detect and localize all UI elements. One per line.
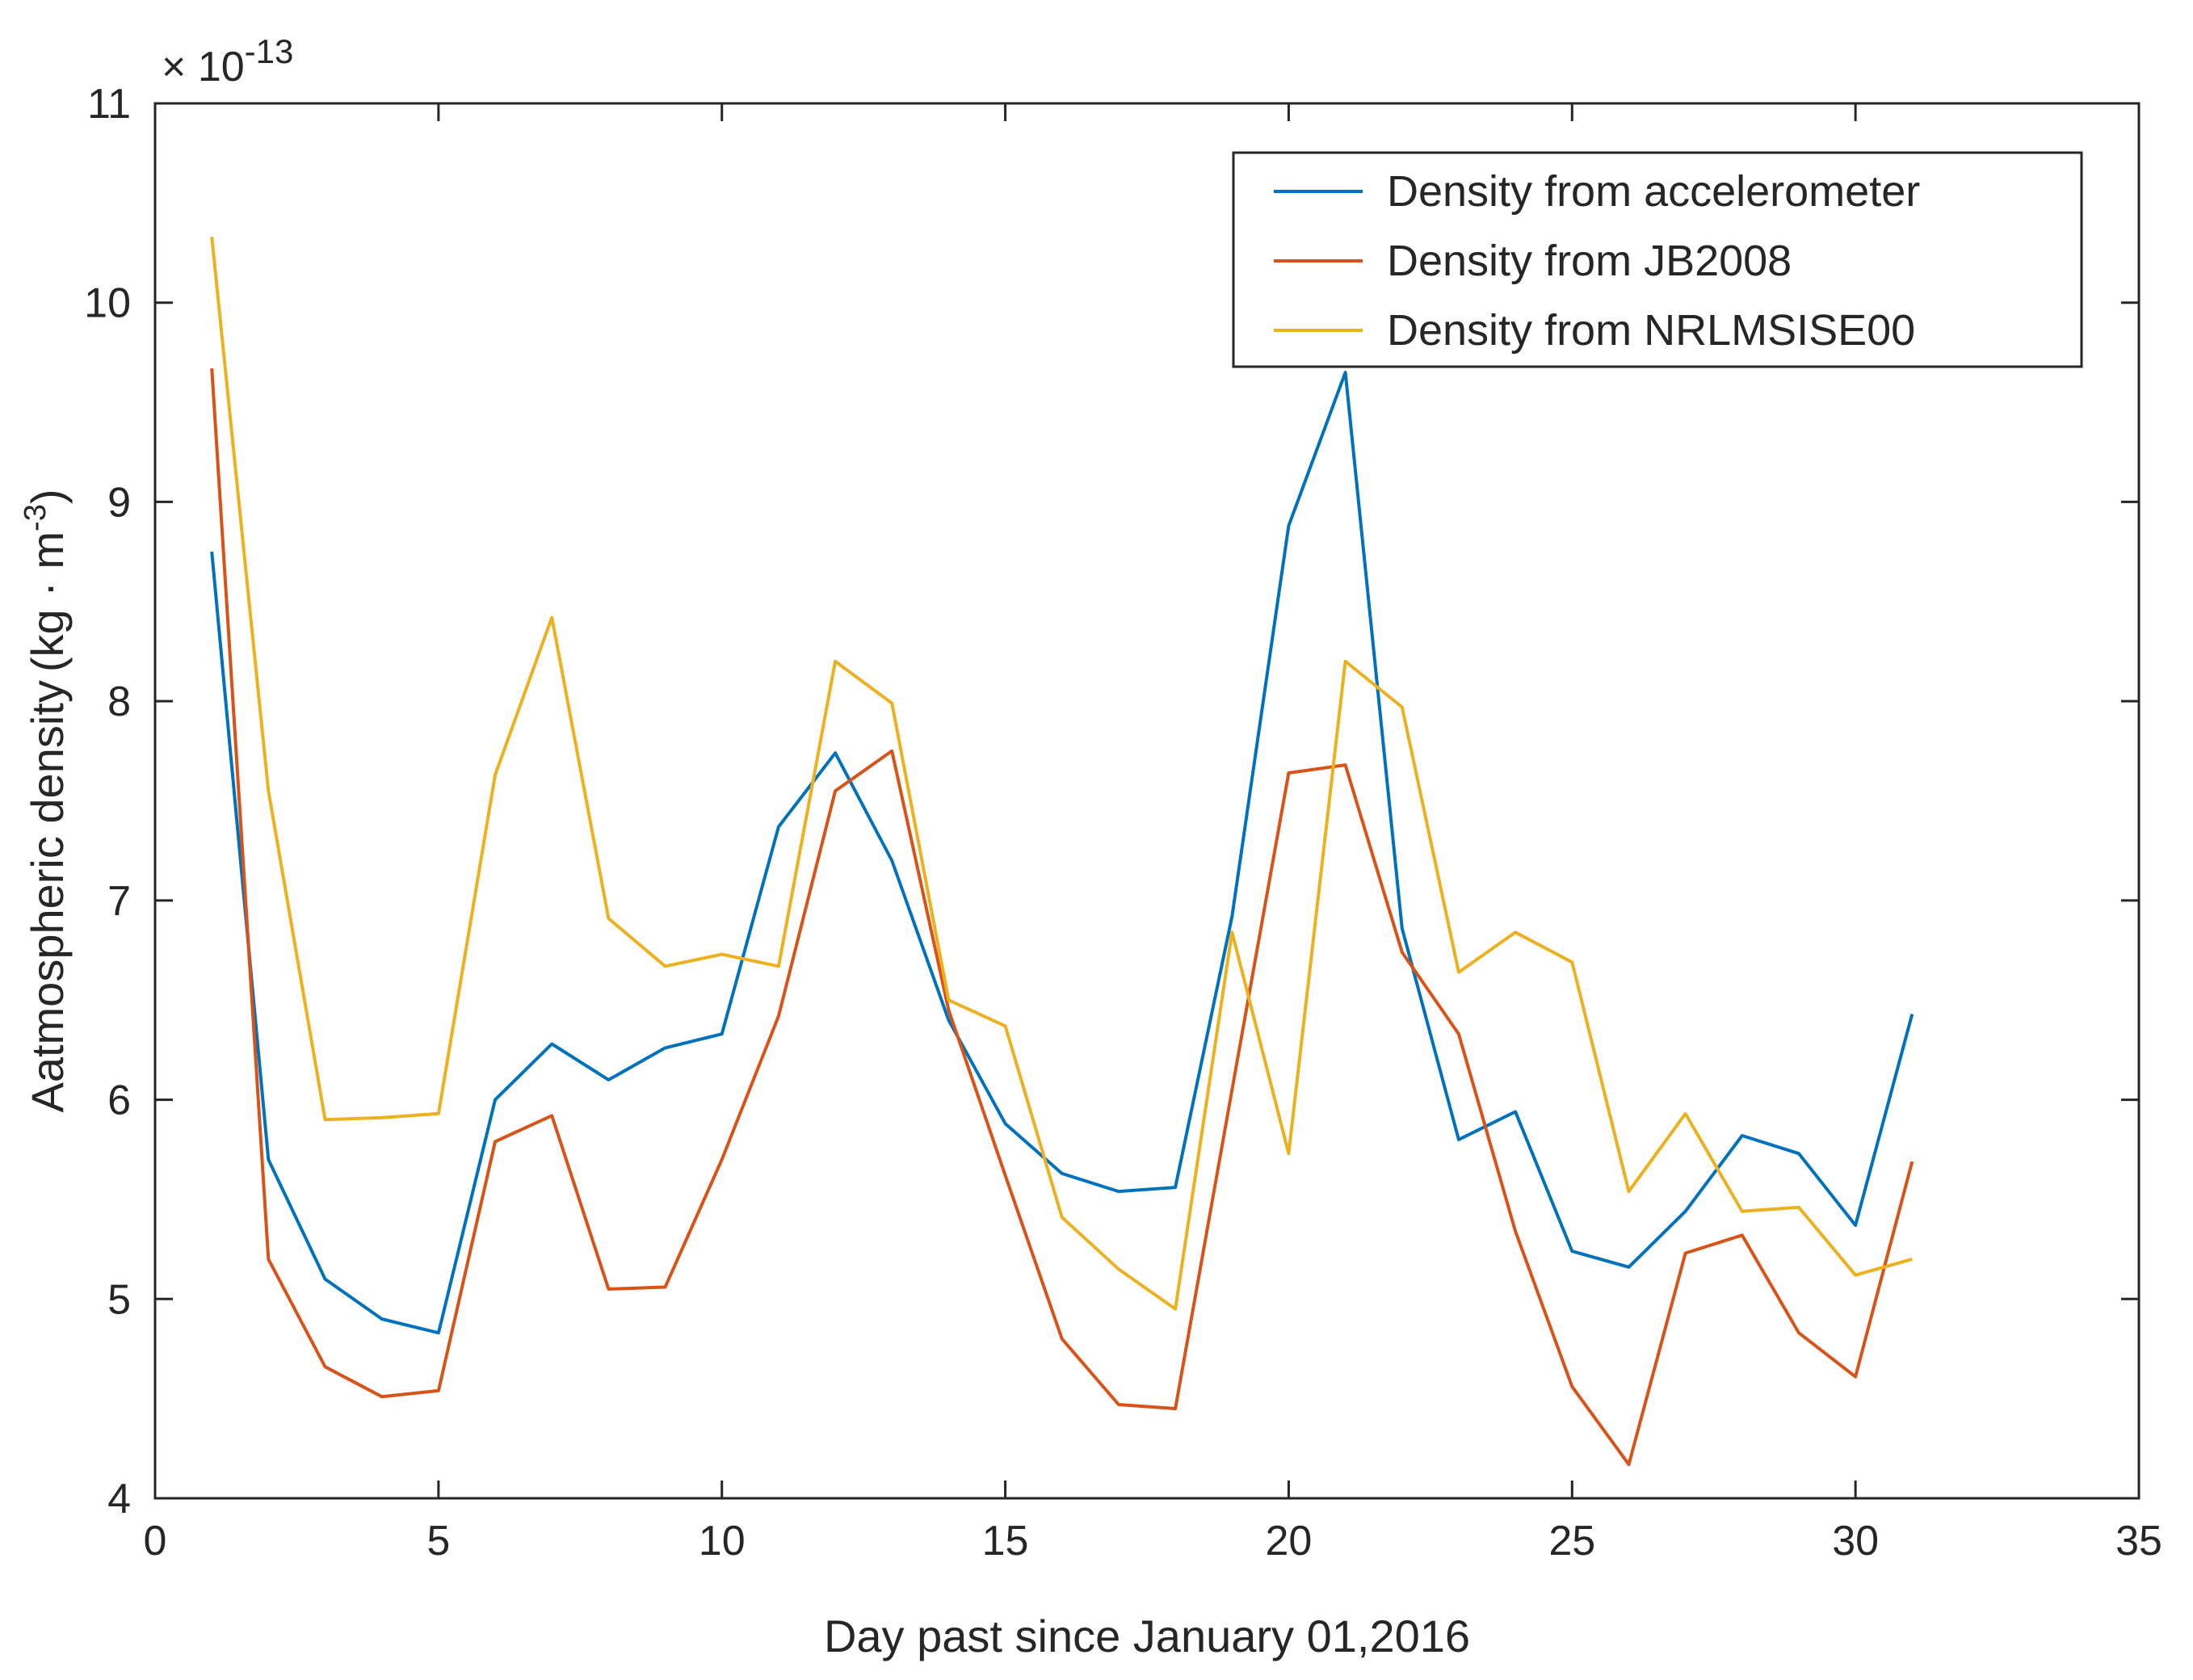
series-line-3 [210,237,1913,1311]
y-tick-label: 10 [84,280,131,327]
y-scale-exponent: × 10-13 [162,32,293,90]
y-axis-unit-close: ) [22,489,73,504]
legend-label: Density from JB2008 [1387,237,1792,285]
x-tick-label: 15 [982,1518,1029,1564]
x-tick-label: 35 [2115,1518,2162,1564]
y-tick-label: 6 [107,1077,131,1124]
legend: Density from accelerometer Density from J… [1232,151,2083,368]
y-axis: 4 5 6 7 8 9 10 11 [84,81,2139,1522]
legend-items: Density from accelerometer Density from J… [1274,167,1920,355]
x-tick-label: 0 [144,1518,167,1564]
x-axis-title: Day past since January 01,2016 [824,1611,1470,1661]
y-axis-unit-exp: -3 [19,504,53,531]
y-tick-label: 7 [107,878,131,925]
y-scale-exp: -13 [245,32,294,70]
x-tick-label: 20 [1266,1518,1313,1564]
y-axis-title: Aatmospheric density (kg · m-3) [19,489,73,1112]
y-scale-label: × 10 [162,44,245,90]
x-tick-label: 10 [699,1518,746,1564]
y-tick-label: 9 [107,479,131,526]
x-tick-label: 5 [426,1518,450,1564]
y-axis-label: Aatmospheric density [22,680,73,1112]
legend-label: Density from NRLMSISE00 [1387,306,1915,355]
y-axis-unit: (kg · m [22,531,73,672]
y-tick-label: 5 [107,1276,131,1323]
y-tick-label: 11 [87,81,131,128]
x-tick-label: 25 [1548,1518,1595,1564]
plot-area [210,237,1914,1467]
y-tick-label: 4 [107,1476,131,1522]
x-tick-label: 30 [1832,1518,1879,1564]
legend-box [1232,151,2083,368]
legend-label: Density from accelerometer [1387,167,1920,216]
series-line-1 [210,371,1914,1335]
series-line-2 [210,368,1914,1467]
y-tick-label: 8 [107,678,131,725]
x-axis: 0 5 10 15 20 25 30 35 [144,103,2162,1564]
